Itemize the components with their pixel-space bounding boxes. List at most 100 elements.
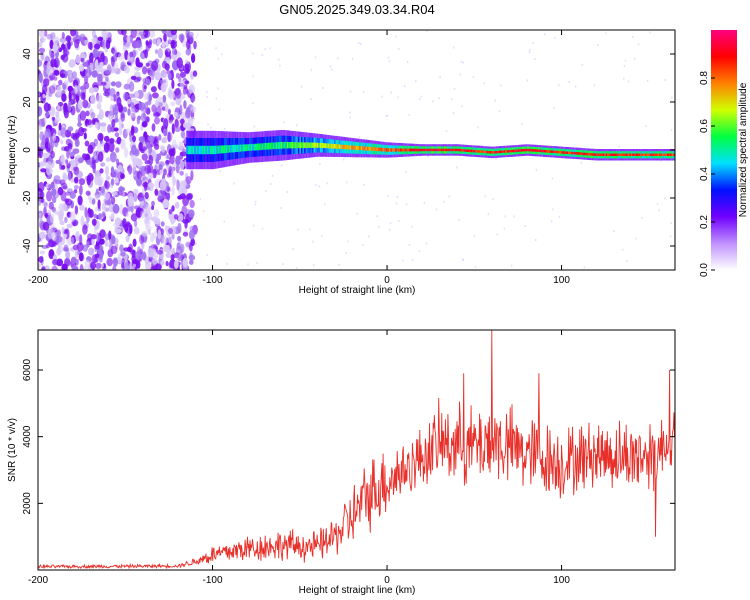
spectrogram-noise-cell: [173, 252, 180, 259]
spectrogram-band-core: [418, 148, 421, 152]
spectrogram-noise-cell: [160, 259, 165, 266]
spectrogram-scatter-cell: [419, 98, 421, 101]
spectrogram-band-core: [231, 144, 234, 153]
spectrogram-noise-cell: [114, 177, 119, 184]
spectrogram-band-core: [360, 146, 363, 151]
spectrogram-band-core: [198, 145, 201, 155]
spectrogram-noise-cell: [65, 198, 72, 206]
spectrogram-scatter-cell: [405, 203, 408, 206]
spectrogram-noise-cell: [52, 36, 60, 45]
spectrogram-noise-cell: [84, 140, 90, 147]
spectrogram-noise-cell: [168, 209, 173, 215]
spectrogram-noise-cell: [41, 265, 46, 270]
spectrogram-band-core: [431, 148, 433, 152]
spectrogram-noise-cell: [174, 259, 179, 269]
spectrogram-band-core: [241, 144, 243, 152]
spectrogram-noise-cell: [38, 124, 43, 131]
spectrogram-noise-cell: [99, 238, 105, 245]
spectrogram-scatter-cell: [358, 42, 360, 44]
spectrogram-noise-cell: [126, 35, 131, 43]
spectrogram-noise-cell: [149, 69, 156, 77]
spectrogram-band-core: [233, 144, 236, 153]
spectrogram-scatter-cell: [280, 164, 283, 167]
spectrogram-noise-cell: [131, 144, 137, 156]
spectrogram-scatter-cell: [362, 90, 365, 93]
spectrogram-noise-cell: [113, 222, 118, 228]
spectrogram-noise-cell: [183, 67, 190, 74]
spectrogram-band-core: [195, 145, 198, 155]
spectrogram-noise-cell: [182, 86, 188, 95]
spectrogram-noise-cell: [188, 84, 195, 95]
spectrogram-noise-cell: [107, 124, 112, 133]
spectrogram-noise-cell: [143, 30, 149, 38]
spectrogram-noise-cell: [170, 254, 175, 261]
spectrogram-noise-cell: [38, 59, 43, 67]
spectrogram-scatter-cell: [635, 237, 637, 240]
y-tick-label: 20: [22, 96, 33, 108]
spectrogram-noise-cell: [41, 36, 46, 43]
spectrogram-noise-cell: [112, 49, 118, 57]
spectrogram-band-core: [371, 147, 374, 151]
spectrogram-noise-cell: [128, 93, 136, 99]
spectrogram-band-core: [192, 145, 195, 155]
spectrogram-band-core: [332, 143, 334, 149]
spectrogram-band-core: [464, 149, 466, 152]
x-tick-label: -100: [203, 275, 223, 286]
spectrogram-noise-cell: [159, 180, 167, 191]
spectrogram-noise-cell: [70, 30, 77, 37]
spectrogram-band-core: [498, 150, 501, 154]
spectrogram-scatter-cell: [425, 242, 428, 245]
spectrogram-noise-cell: [189, 225, 195, 232]
spectrogram-noise-cell: [62, 174, 69, 181]
spectrogram-band-core: [189, 145, 192, 155]
spectrogram-noise-cell: [154, 116, 160, 125]
spectrogram-noise-cell: [154, 71, 162, 81]
spectrogram-band-core: [517, 149, 520, 152]
spectrogram-noise-cell: [165, 190, 171, 202]
spectrogram-noise-cell: [80, 85, 85, 91]
spectrogram-noise-cell: [67, 143, 73, 150]
spectrogram-band-core: [638, 153, 641, 156]
spectrogram-noise-cell: [156, 96, 164, 103]
spectrogram-band-core: [575, 152, 578, 155]
spectrogram-noise-cell: [154, 143, 160, 150]
spectrogram-scatter-cell: [265, 190, 267, 193]
spectrogram-scatter-cell: [623, 65, 626, 67]
spectrogram-noise-cell: [132, 263, 136, 268]
spectrogram-scatter-cell: [529, 49, 531, 52]
spectrogram-band-core: [191, 145, 193, 155]
spectrogram-band-core: [634, 153, 636, 156]
spectrogram-band-core: [242, 144, 245, 152]
spectrogram-noise-cell: [53, 210, 60, 215]
spectrogram-noise-cell: [74, 39, 80, 49]
spectrogram-noise-cell: [39, 191, 45, 200]
spectrogram-band-core: [513, 149, 515, 153]
spectrogram-band-core: [673, 153, 675, 156]
spectrogram-noise-cell: [63, 184, 68, 190]
spectrogram-noise-cell: [144, 49, 149, 59]
spectrogram-scatter-cell: [554, 37, 556, 40]
spectrogram-scatter-cell: [535, 239, 537, 241]
spectrogram-scatter-cell: [415, 80, 417, 83]
spectrogram-noise-cell: [98, 109, 104, 120]
spectrogram-band-core: [274, 142, 276, 150]
spectrogram-scatter-cell: [423, 201, 426, 204]
spectrogram-noise-cell: [175, 155, 181, 166]
spectrogram-noise-cell: [172, 47, 177, 55]
spectrogram-band-core: [337, 144, 339, 149]
spectrogram-band-core: [450, 148, 452, 152]
spectrogram-noise-cell: [115, 158, 120, 165]
spectrogram-scatter-cell: [351, 57, 354, 60]
spectrogram-band-core: [555, 150, 558, 154]
spectrogram-band-core: [275, 142, 278, 149]
spectrogram-noise-cell: [70, 151, 76, 156]
spectrogram-scatter-cell: [362, 243, 364, 246]
spectrogram-scatter-cell: [387, 195, 389, 198]
spectrogram-noise-cell: [47, 229, 55, 239]
spectrogram-scatter-cell: [544, 33, 546, 36]
spectrogram-noise-cell: [145, 107, 151, 115]
spectrogram-noise-cell: [178, 251, 184, 261]
spectrogram-y-ticks: -40 -20 0 20 40: [22, 48, 675, 253]
spectrogram-noise-cell: [140, 136, 146, 142]
spectrogram-band-core: [301, 142, 303, 149]
